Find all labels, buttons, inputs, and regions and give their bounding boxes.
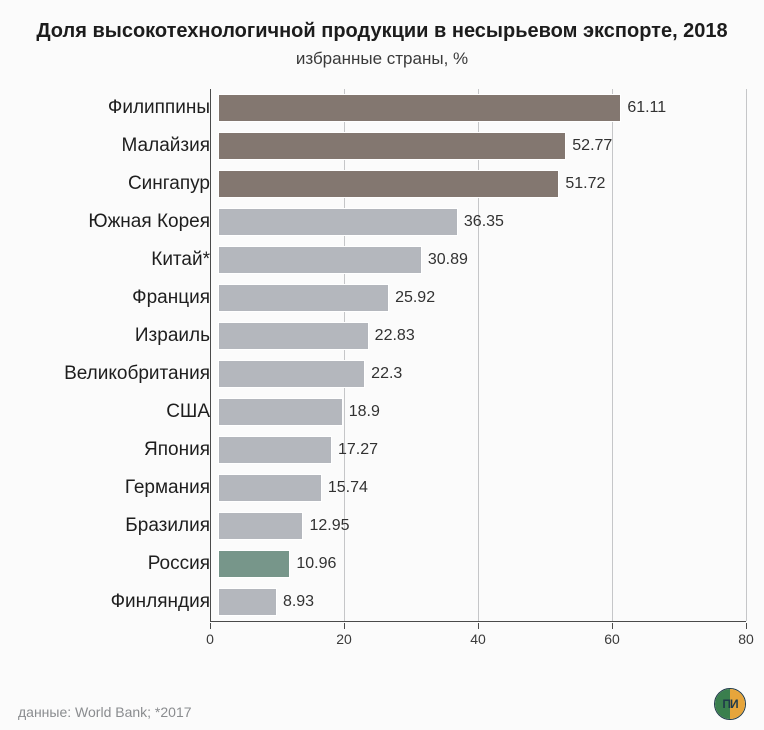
axis-tick: [344, 623, 345, 629]
bar: [218, 322, 369, 350]
bar-cell: 51.72: [218, 165, 746, 203]
bar-row: Япония 17.27: [18, 431, 746, 469]
bar-label: Великобритания: [18, 363, 218, 385]
bar-row: Китай* 30.89: [18, 241, 746, 279]
bar-value: 8.93: [283, 593, 314, 611]
bar-label: Франция: [18, 287, 218, 309]
bar-row: Израиль 22.83: [18, 317, 746, 355]
bar: [218, 588, 277, 616]
bar-cell: 18.9: [218, 393, 746, 431]
bar-row: Германия 15.74: [18, 469, 746, 507]
bar-label: Сингапур: [18, 173, 218, 195]
axis-cell: 020406080: [210, 621, 746, 651]
bar: [218, 512, 303, 540]
bar-value: 61.11: [627, 99, 666, 117]
bar-cell: 30.89: [218, 241, 746, 279]
bar-value: 12.95: [309, 517, 349, 535]
bar-cell: 36.35: [218, 203, 746, 241]
bar: [218, 246, 422, 274]
bar-label: Германия: [18, 477, 218, 499]
bar-value: 22.83: [375, 327, 415, 345]
bars-area: Филиппины 61.11 Малайзия 52.77 Сингапур 51.72…: [18, 89, 746, 621]
bar-label: США: [18, 401, 218, 423]
bar-label: Бразилия: [18, 515, 218, 537]
bar-row: Южная Корея 36.35: [18, 203, 746, 241]
bar-value: 22.3: [371, 365, 402, 383]
bar-cell: 52.77: [218, 127, 746, 165]
axis-line: [210, 621, 746, 622]
bar-label: Филиппины: [18, 97, 218, 119]
bar: [218, 284, 389, 312]
bar-value: 36.35: [464, 213, 504, 231]
bar-cell: 22.3: [218, 355, 746, 393]
bar: [218, 398, 343, 426]
axis-tick: [210, 623, 211, 629]
bar-label: Израиль: [18, 325, 218, 347]
bar-cell: 17.27: [218, 431, 746, 469]
bar: [218, 436, 332, 464]
bar-cell: 10.96: [218, 545, 746, 583]
axis-tick-label: 20: [336, 631, 352, 647]
axis-tick-label: 0: [206, 631, 214, 647]
bar-label: Китай*: [18, 249, 218, 271]
bar-row: Сингапур 51.72: [18, 165, 746, 203]
bar-value: 51.72: [565, 175, 605, 193]
bar-label: Малайзия: [18, 135, 218, 157]
bar-cell: 12.95: [218, 507, 746, 545]
grid-line: [746, 89, 747, 621]
chart-subtitle: избранные страны, %: [18, 49, 746, 69]
chart-title: Доля высокотехнологичной продукции в нес…: [18, 20, 746, 43]
bar-value: 10.96: [296, 555, 336, 573]
bar-value: 18.9: [349, 403, 380, 421]
x-axis: 020406080: [18, 621, 746, 651]
bar-cell: 8.93: [218, 583, 746, 621]
axis-tick: [746, 623, 747, 629]
axis-tick-label: 40: [470, 631, 486, 647]
bar-value: 25.92: [395, 289, 435, 307]
chart-container: Доля высокотехнологичной продукции в нес…: [0, 0, 764, 730]
bar-row: Великобритания 22.3: [18, 355, 746, 393]
bar-value: 52.77: [572, 137, 612, 155]
axis-tick: [478, 623, 479, 629]
footer: данные: World Bank; *2017 ПИ: [18, 682, 746, 720]
bar-row: Россия 10.96: [18, 545, 746, 583]
bar-cell: 61.11: [218, 89, 746, 127]
logo-text: ПИ: [715, 689, 745, 719]
bar-cell: 22.83: [218, 317, 746, 355]
source-text: данные: World Bank; *2017: [18, 704, 192, 720]
bar-value: 30.89: [428, 251, 468, 269]
bar-row: США 18.9: [18, 393, 746, 431]
bar-row: Филиппины 61.11: [18, 89, 746, 127]
bar-cell: 25.92: [218, 279, 746, 317]
bar: [218, 474, 322, 502]
axis-tick-label: 60: [604, 631, 620, 647]
bar-row: Финляндия 8.93: [18, 583, 746, 621]
bar: [218, 170, 559, 198]
axis-tick-label: 80: [738, 631, 754, 647]
axis-tick: [612, 623, 613, 629]
bar-label: Россия: [18, 553, 218, 575]
bar-label: Финляндия: [18, 591, 218, 613]
bar-value: 17.27: [338, 441, 378, 459]
bar-label: Южная Корея: [18, 211, 218, 233]
bar-row: Бразилия 12.95: [18, 507, 746, 545]
plot-region: Филиппины 61.11 Малайзия 52.77 Сингапур 51.72…: [18, 89, 746, 651]
logo-icon: ПИ: [714, 688, 746, 720]
bar-cell: 15.74: [218, 469, 746, 507]
bar: [218, 208, 458, 236]
bar: [218, 550, 290, 578]
bar-row: Франция 25.92: [18, 279, 746, 317]
bar-value: 15.74: [328, 479, 368, 497]
bar-row: Малайзия 52.77: [18, 127, 746, 165]
axis-spacer: [18, 621, 210, 651]
bar: [218, 360, 365, 388]
bar: [218, 132, 566, 160]
bar-label: Япония: [18, 439, 218, 461]
bar: [218, 94, 621, 122]
